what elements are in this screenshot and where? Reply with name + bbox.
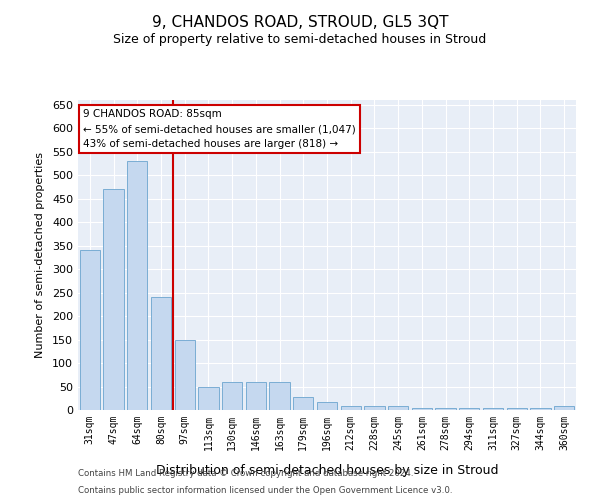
Bar bbox=[364, 406, 385, 410]
Text: 9, CHANDOS ROAD, STROUD, GL5 3QT: 9, CHANDOS ROAD, STROUD, GL5 3QT bbox=[152, 15, 448, 30]
Text: Contains public sector information licensed under the Open Government Licence v3: Contains public sector information licen… bbox=[78, 486, 452, 495]
Bar bbox=[530, 408, 551, 410]
Text: Size of property relative to semi-detached houses in Stroud: Size of property relative to semi-detach… bbox=[113, 32, 487, 46]
Bar bbox=[269, 382, 290, 410]
Bar bbox=[222, 382, 242, 410]
Bar bbox=[436, 408, 455, 410]
Bar bbox=[341, 406, 361, 410]
Bar bbox=[80, 250, 100, 410]
Text: 9 CHANDOS ROAD: 85sqm
← 55% of semi-detached houses are smaller (1,047)
43% of s: 9 CHANDOS ROAD: 85sqm ← 55% of semi-deta… bbox=[83, 110, 356, 149]
Bar bbox=[127, 161, 148, 410]
Bar bbox=[459, 408, 479, 410]
Y-axis label: Number of semi-detached properties: Number of semi-detached properties bbox=[35, 152, 45, 358]
Bar bbox=[412, 408, 432, 410]
Bar bbox=[506, 408, 527, 410]
Bar bbox=[103, 189, 124, 410]
Bar bbox=[293, 397, 313, 410]
X-axis label: Distribution of semi-detached houses by size in Stroud: Distribution of semi-detached houses by … bbox=[156, 464, 498, 477]
Bar bbox=[175, 340, 195, 410]
Bar bbox=[199, 388, 218, 410]
Bar bbox=[151, 298, 171, 410]
Bar bbox=[388, 406, 408, 410]
Bar bbox=[483, 408, 503, 410]
Bar bbox=[317, 402, 337, 410]
Bar bbox=[554, 406, 574, 410]
Text: Contains HM Land Registry data © Crown copyright and database right 2024.: Contains HM Land Registry data © Crown c… bbox=[78, 468, 413, 477]
Bar bbox=[246, 382, 266, 410]
